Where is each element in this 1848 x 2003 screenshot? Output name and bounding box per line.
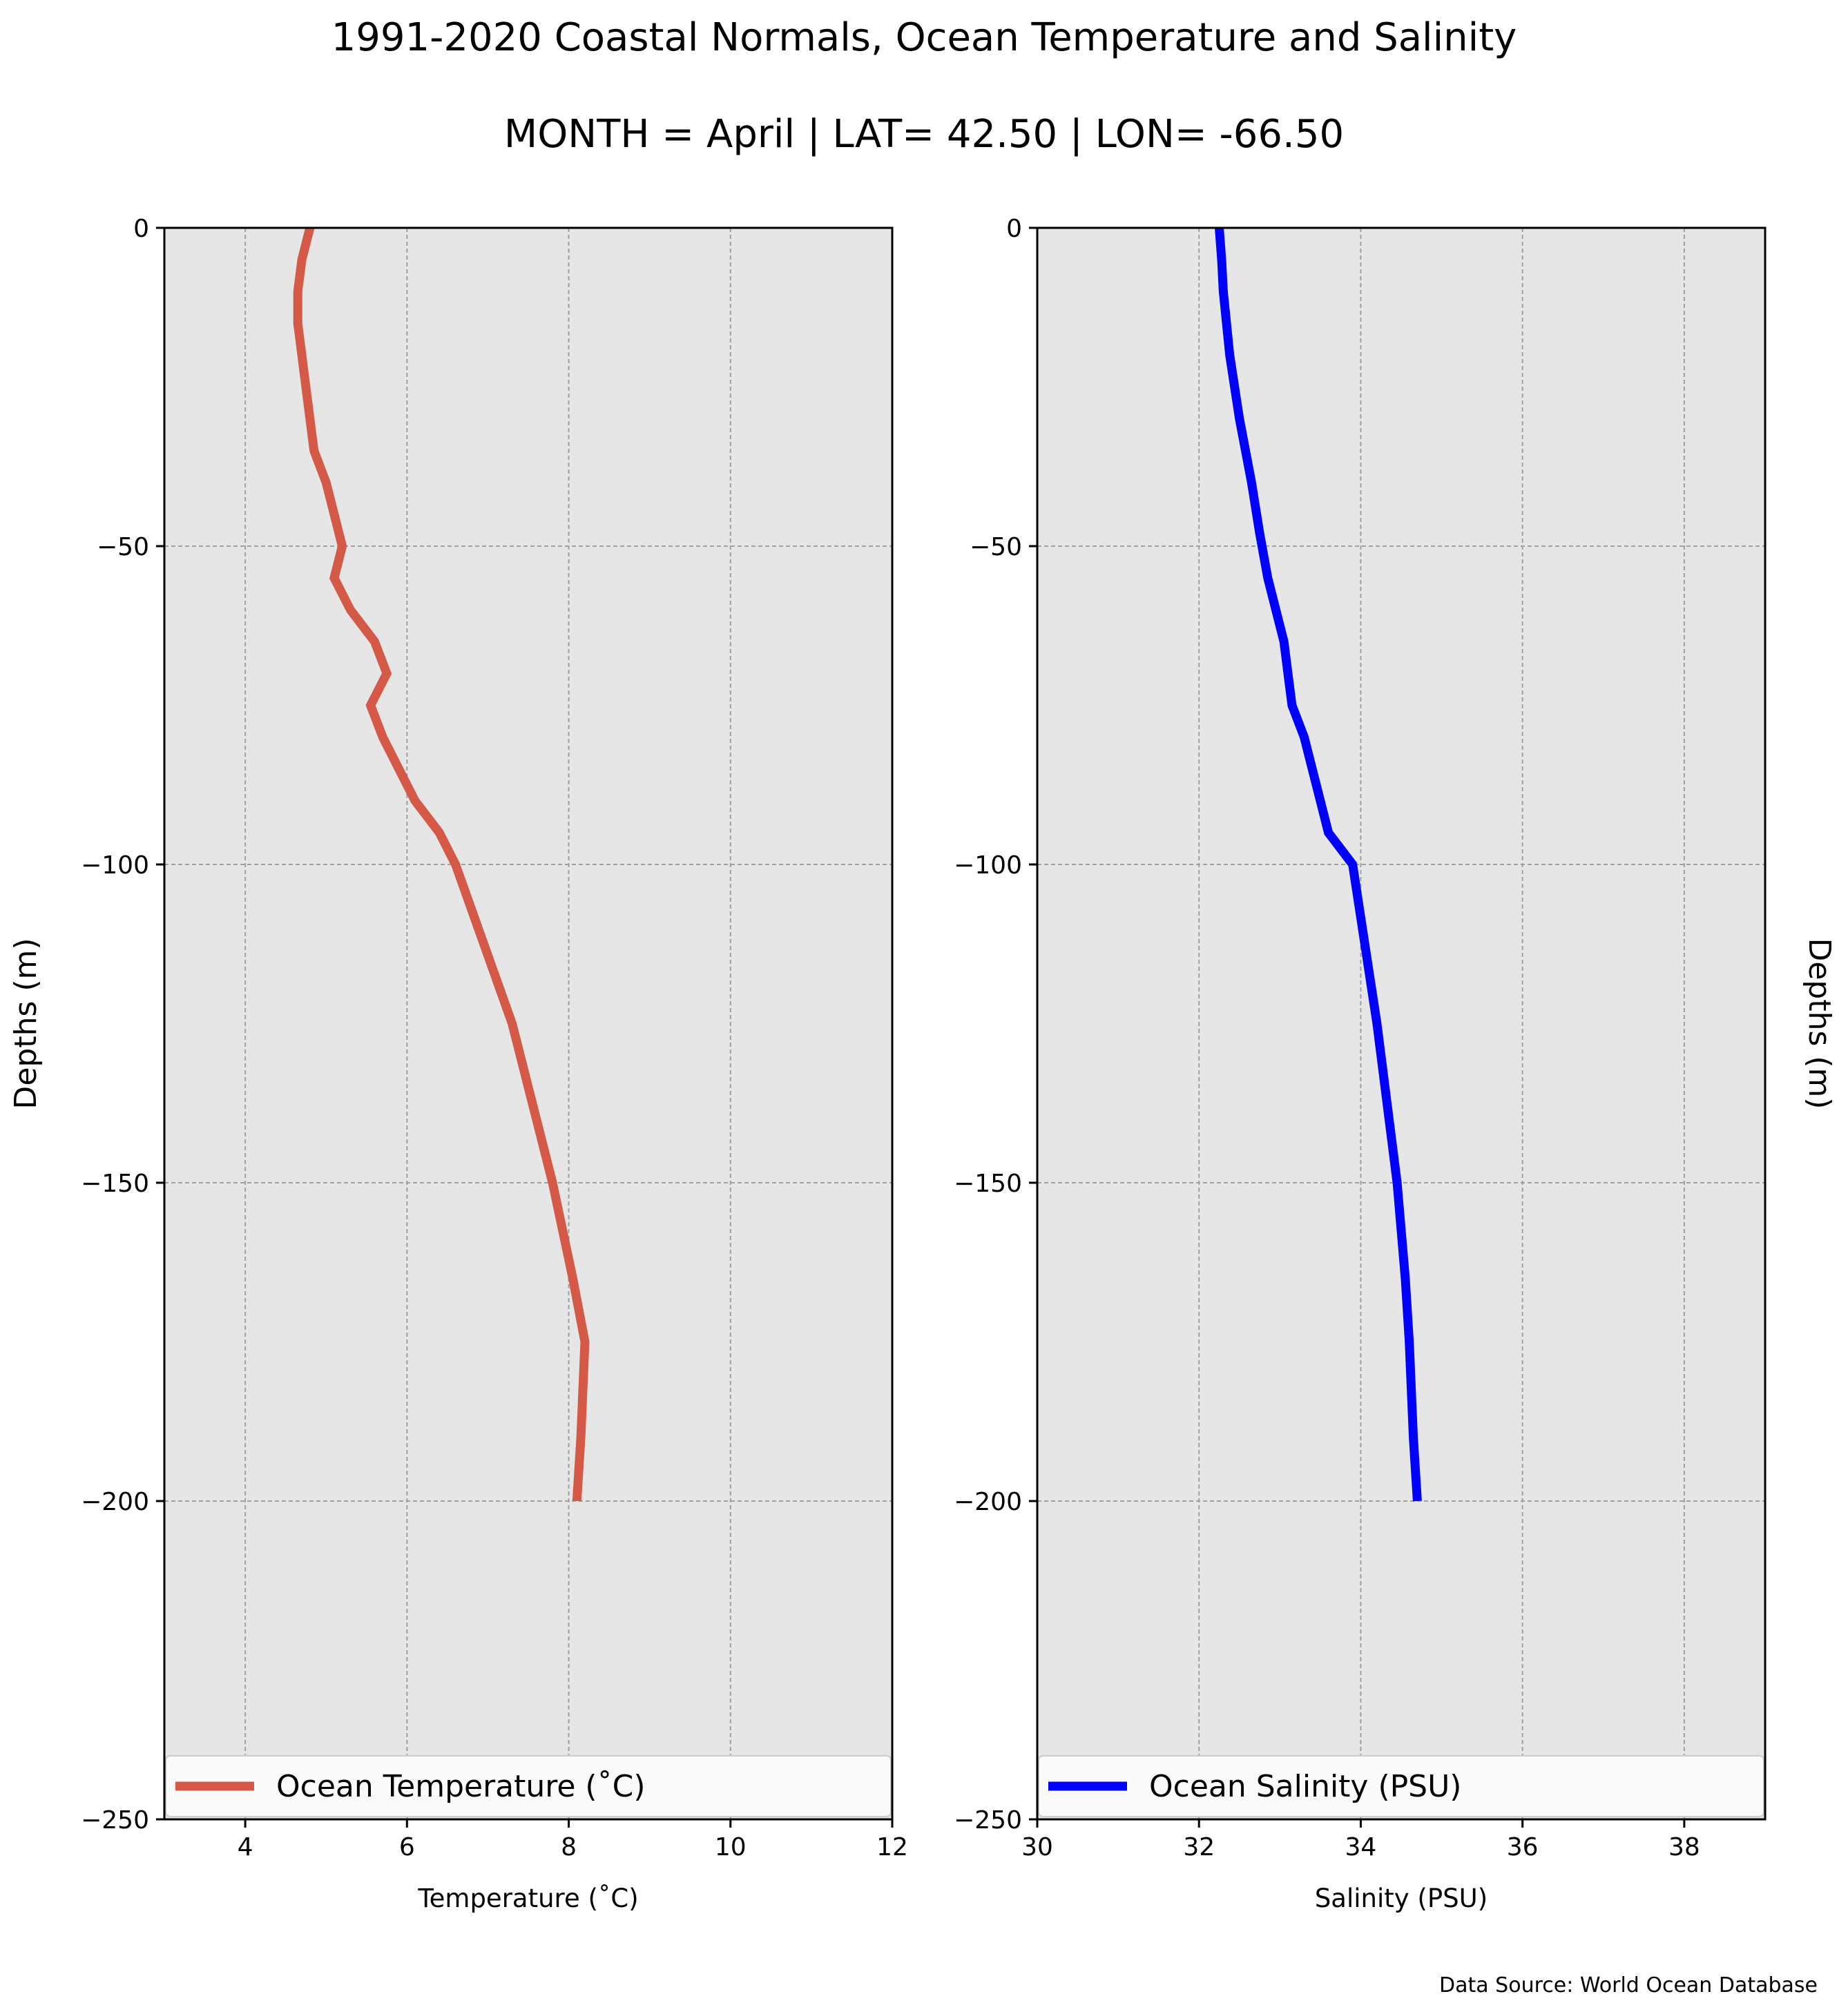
salinity-panel: Ocean Salinity (PSU) 30 32 34 36 38 0 −50 −100… bbox=[954, 215, 1837, 1913]
salinity-y-tick-label: −100 bbox=[954, 851, 1022, 880]
salinity-y-axis-label: Depths (m) bbox=[1802, 938, 1837, 1109]
temperature-line bbox=[293, 226, 590, 1502]
salinity-y-tick-label: −150 bbox=[954, 1170, 1022, 1198]
temperature-y-ticks: 0 −50 −100 −150 −200 −250 bbox=[81, 215, 164, 1835]
salinity-line bbox=[1215, 227, 1422, 1502]
temperature-x-tick-label: 6 bbox=[399, 1833, 415, 1861]
temperature-legend: Ocean Temperature (˚C) bbox=[165, 1755, 892, 1817]
temperature-y-tick-label: 0 bbox=[133, 215, 149, 243]
salinity-y-tick-label: 0 bbox=[1006, 215, 1022, 243]
salinity-x-ticks: 30 32 34 36 38 bbox=[1021, 1819, 1700, 1861]
temperature-y-tick-label: −250 bbox=[81, 1806, 149, 1835]
salinity-grid bbox=[1037, 228, 1765, 1819]
salinity-legend-box bbox=[1038, 1755, 1764, 1817]
salinity-x-tick-label: 34 bbox=[1345, 1833, 1377, 1861]
temperature-panel: Ocean Temperature (˚C) 4 6 8 10 12 0 −50 −100 −… bbox=[8, 215, 908, 1913]
temperature-x-tick-label: 12 bbox=[876, 1833, 908, 1861]
data-source-footer: Data Source: World Ocean Database bbox=[1439, 1973, 1818, 1997]
salinity-x-tick-label: 30 bbox=[1021, 1833, 1053, 1861]
salinity-x-tick-label: 32 bbox=[1183, 1833, 1215, 1861]
temperature-x-axis-label: Temperature (˚C) bbox=[417, 1884, 638, 1913]
temperature-y-axis-label: Depths (m) bbox=[8, 938, 44, 1109]
temperature-x-tick-label: 8 bbox=[561, 1833, 577, 1861]
temperature-x-ticks: 4 6 8 10 12 bbox=[238, 1819, 908, 1861]
temperature-legend-label: Ocean Temperature (˚C) bbox=[276, 1769, 646, 1804]
salinity-axes-frame bbox=[1036, 226, 1767, 1821]
salinity-y-tick-label: −200 bbox=[954, 1488, 1022, 1516]
temperature-x-tick-label: 10 bbox=[715, 1833, 747, 1861]
temperature-grid bbox=[164, 228, 892, 1819]
salinity-plot-area bbox=[1037, 228, 1765, 1819]
temperature-legend-box bbox=[165, 1755, 892, 1817]
temperature-axes-frame bbox=[163, 226, 894, 1821]
salinity-x-tick-label: 36 bbox=[1507, 1833, 1539, 1861]
salinity-x-axis-label: Salinity (PSU) bbox=[1315, 1884, 1488, 1913]
temperature-y-tick-label: −200 bbox=[81, 1488, 149, 1516]
chart-subtitle: MONTH = April | LAT= 42.50 | LON= -66.50 bbox=[504, 112, 1344, 157]
salinity-legend: Ocean Salinity (PSU) bbox=[1038, 1755, 1764, 1817]
temperature-y-tick-label: −150 bbox=[81, 1170, 149, 1198]
salinity-y-tick-label: −50 bbox=[970, 533, 1022, 561]
salinity-y-tick-label: −250 bbox=[954, 1806, 1022, 1835]
temperature-plot-area bbox=[164, 228, 892, 1819]
chart-title: 1991-2020 Coastal Normals, Ocean Tempera… bbox=[331, 15, 1517, 60]
salinity-legend-label: Ocean Salinity (PSU) bbox=[1149, 1769, 1461, 1804]
temperature-x-tick-label: 4 bbox=[238, 1833, 253, 1861]
temperature-y-tick-label: −100 bbox=[81, 851, 149, 880]
salinity-x-tick-label: 38 bbox=[1668, 1833, 1700, 1861]
salinity-y-ticks: 0 −50 −100 −150 −200 −250 bbox=[954, 215, 1037, 1835]
temperature-y-tick-label: −50 bbox=[97, 533, 149, 561]
